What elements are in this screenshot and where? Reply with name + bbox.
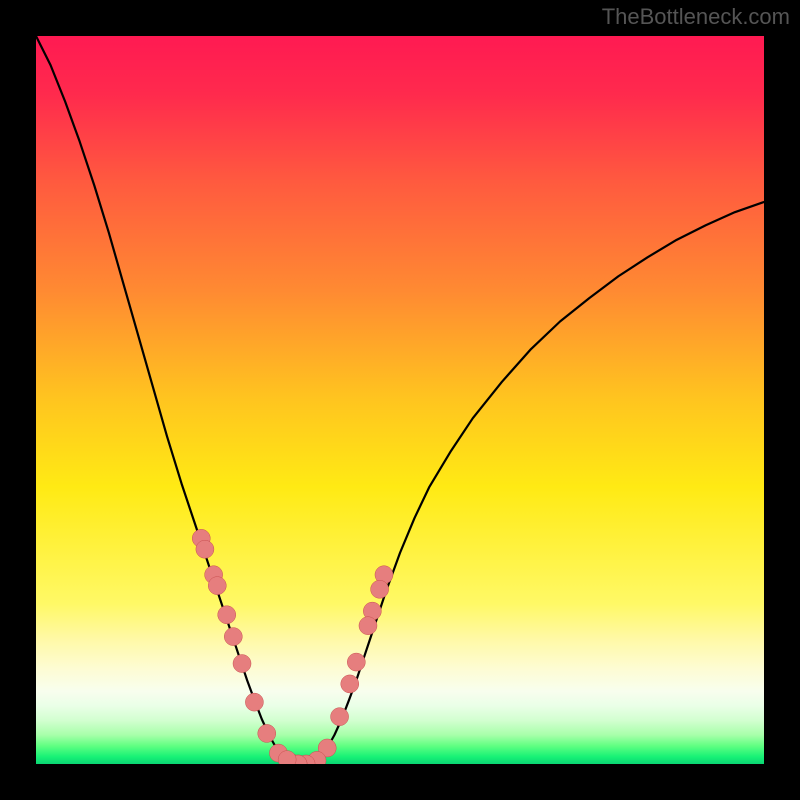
marker-dot [258, 724, 276, 742]
chart-container: TheBottleneck.com [0, 0, 800, 800]
marker-dot [245, 693, 263, 711]
marker-dot [347, 653, 365, 671]
marker-dot [208, 577, 226, 595]
plot-area [36, 36, 764, 764]
marker-dot [371, 580, 389, 598]
marker-dot [331, 708, 349, 726]
marker-dot [233, 655, 251, 673]
marker-dot [218, 606, 236, 624]
marker-dot [196, 540, 214, 558]
marker-dot [341, 675, 359, 693]
marker-dot [359, 617, 377, 635]
chart-svg [36, 36, 764, 764]
plot-background [36, 36, 764, 764]
watermark-text: TheBottleneck.com [602, 4, 790, 30]
marker-dot [224, 628, 242, 646]
